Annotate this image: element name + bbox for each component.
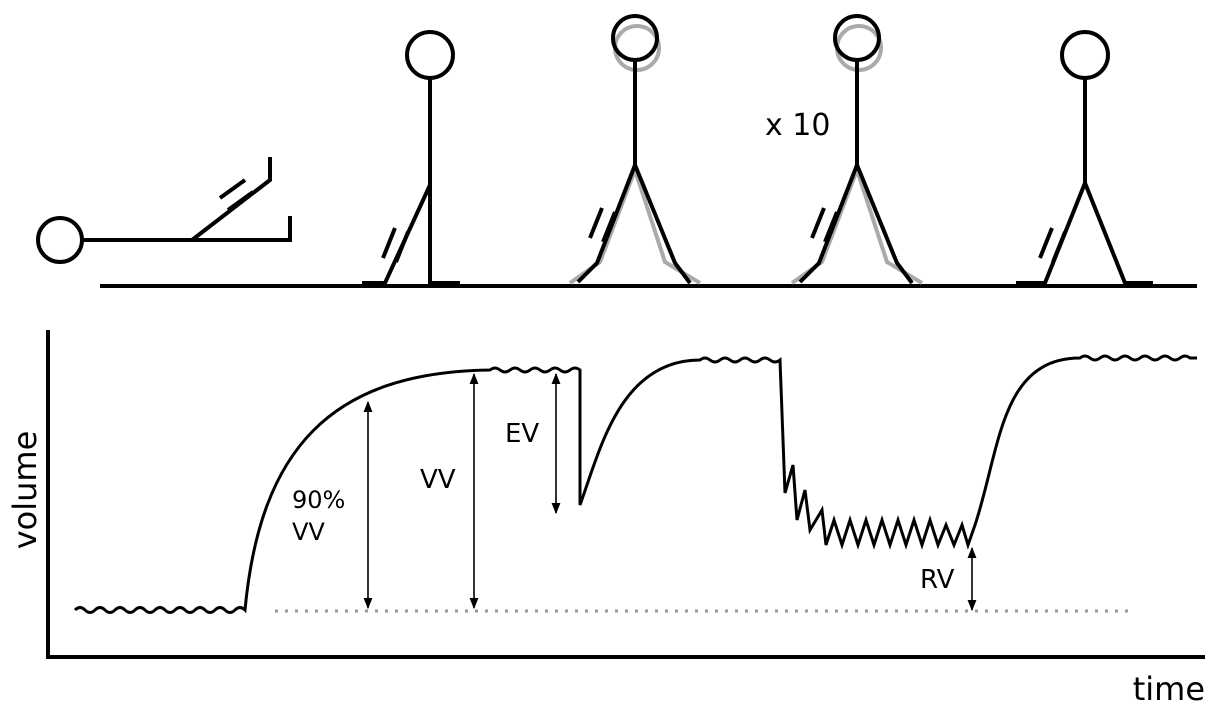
annotation: EV	[505, 419, 539, 449]
standing-figure	[1016, 30, 1153, 285]
x-axis-label: time	[1133, 670, 1205, 704]
volume-plot: volume time 90% VV VV EV RV	[6, 330, 1205, 704]
annotation: VV	[420, 465, 456, 495]
squat-figure	[568, 14, 702, 285]
y-axis-label: volume	[6, 431, 44, 550]
repetitions: x 10	[765, 108, 830, 143]
annotation: VV	[292, 518, 325, 546]
figures: x 10	[36, 14, 1197, 288]
standing-figure	[362, 30, 460, 285]
annotation: 90%	[292, 486, 345, 514]
lying-figure	[36, 157, 292, 264]
volume-trace	[73, 354, 1197, 614]
squat-figure	[790, 14, 924, 285]
annotation: RV	[920, 565, 955, 595]
axes	[46, 330, 1205, 659]
